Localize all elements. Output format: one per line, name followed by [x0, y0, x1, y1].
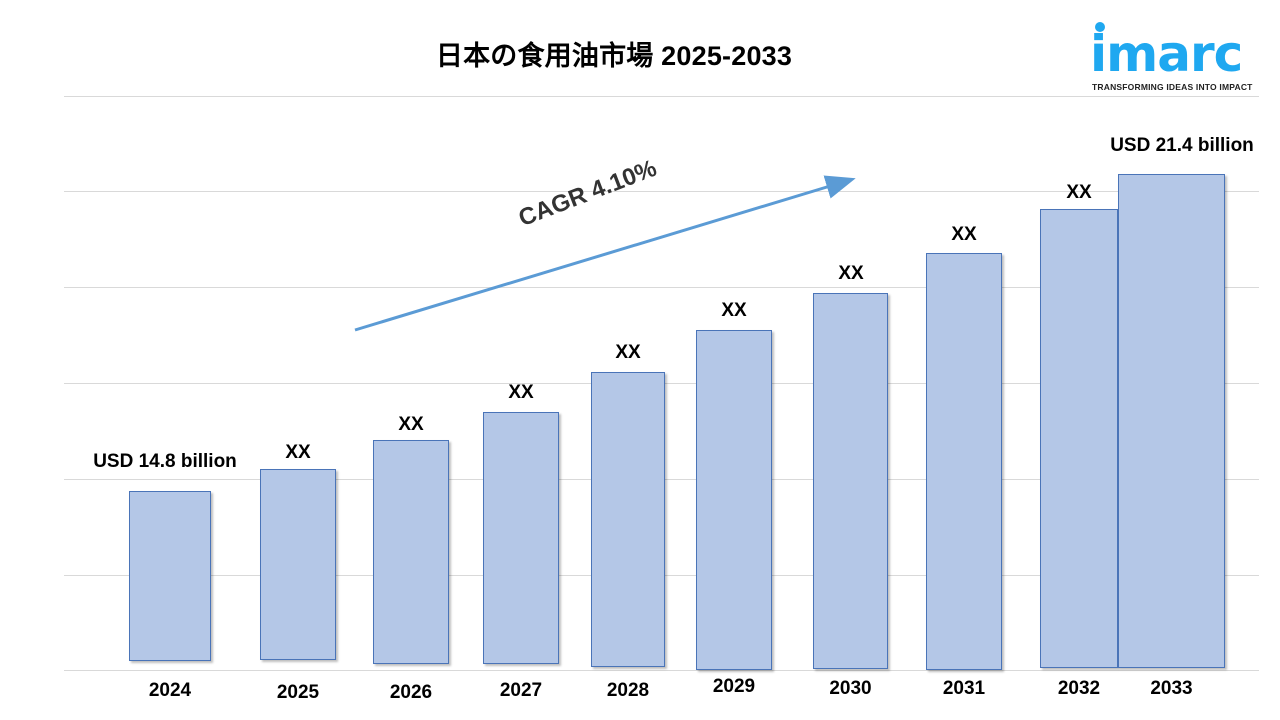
logo-dot-icon	[1095, 22, 1105, 32]
value-label-2027: XX	[508, 382, 534, 403]
bar-2032	[1040, 209, 1118, 668]
bar-2026	[373, 440, 449, 664]
bar-2024	[129, 491, 211, 661]
logo-tagline: TRANSFORMING IDEAS INTO IMPACT	[1092, 82, 1253, 92]
value-label-2026: XX	[398, 414, 424, 435]
x-axis-label-2032: 2032	[1057, 678, 1101, 699]
bar-2030	[813, 293, 888, 669]
value-label-2024: USD 14.8 billion	[93, 451, 237, 472]
x-axis-label-2024: 2024	[148, 680, 192, 701]
x-axis-label-2033: 2033	[1150, 678, 1193, 699]
value-label-2032: XX	[1066, 182, 1092, 203]
gridline	[64, 670, 1259, 671]
value-label-2033: USD 21.4 billion	[1110, 135, 1254, 156]
cagr-label: CAGR 4.10%	[514, 154, 661, 233]
value-label-2025: XX	[285, 442, 311, 463]
value-label-2030: XX	[838, 263, 864, 284]
x-axis-label-2025: 2025	[276, 682, 320, 703]
gridline	[64, 96, 1259, 97]
bar-2031	[926, 253, 1002, 670]
logo-wordmark: imarc	[1090, 25, 1243, 83]
value-label-2029: XX	[721, 300, 747, 321]
bar-2025	[260, 469, 336, 660]
bar-2033	[1118, 174, 1225, 668]
bar-2029	[696, 330, 772, 670]
bar-2028	[591, 372, 665, 667]
x-axis-label-2030: 2030	[829, 678, 872, 699]
x-axis-label-2027: 2027	[499, 680, 543, 701]
x-axis-label-2026: 2026	[389, 682, 433, 703]
x-axis-label-2031: 2031	[942, 678, 986, 699]
x-axis-label-2028: 2028	[606, 680, 650, 701]
value-label-2028: XX	[615, 342, 641, 363]
value-label-2031: XX	[951, 224, 977, 245]
imarc-logo: imarc TRANSFORMING IDEAS INTO IMPACT	[1090, 18, 1262, 98]
chart-title: 日本の食用油市場 2025-2033	[435, 41, 793, 71]
bar-2027	[483, 412, 559, 664]
x-axis-label-2029: 2029	[712, 676, 756, 697]
